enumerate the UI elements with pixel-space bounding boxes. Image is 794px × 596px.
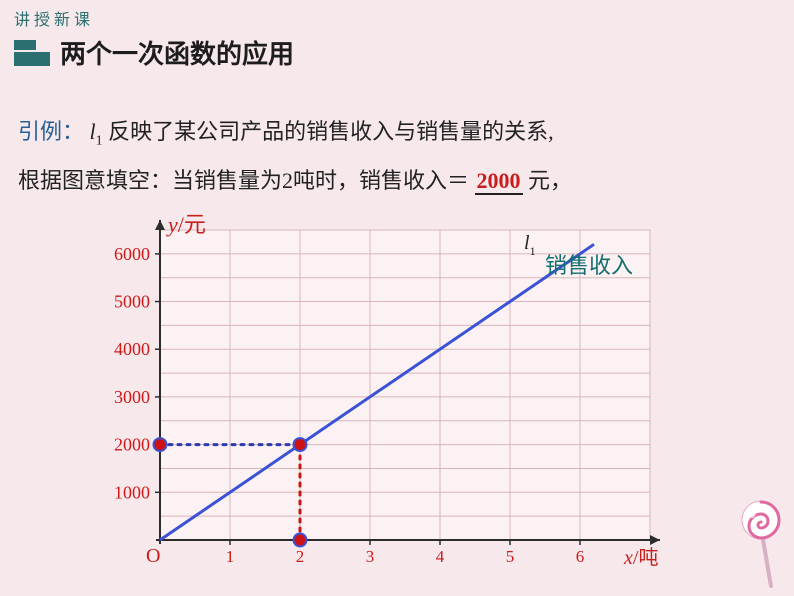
marker-dot	[154, 438, 167, 451]
x-tick-label: 1	[226, 547, 235, 566]
y-tick-label: 5000	[114, 292, 150, 312]
y-axis-label: y/元	[166, 212, 206, 237]
origin-label: O	[146, 545, 160, 567]
x-tick-label: 2	[296, 547, 305, 566]
lead-sent2a: 根据图意填空：当销售量为2吨时，销售收入＝	[18, 168, 469, 193]
lead-paragraph: 引例： l1 反映了某公司产品的销售收入与销售量的关系, 根据图意填空：当销售量…	[18, 112, 784, 201]
x-axis-label: x/吨	[623, 546, 658, 569]
chart-legend: 销售收入	[545, 253, 633, 278]
lead-var-sub: 1	[96, 133, 103, 148]
y-tick-label: 3000	[114, 387, 150, 407]
lead-sent2b: 元，	[528, 168, 572, 193]
title-row: 两个一次函数的应用	[14, 34, 294, 71]
chart: 100020003000400050006000123456Oy/元x/吨l1销…	[90, 210, 690, 580]
lollipop-icon	[736, 498, 786, 588]
x-tick-label: 3	[366, 547, 375, 566]
section-title: 两个一次函数的应用	[60, 34, 294, 71]
marker-dot	[294, 534, 307, 547]
section-icon	[14, 40, 50, 66]
header-label: 讲授新课	[14, 6, 94, 30]
lead-answer: 2000	[475, 168, 523, 195]
x-tick-label: 6	[576, 547, 585, 566]
x-tick-label: 5	[506, 547, 515, 566]
y-tick-label: 1000	[114, 482, 150, 502]
lead-sent1: 反映了某公司产品的销售收入与销售量的关系,	[108, 119, 554, 144]
y-tick-label: 2000	[114, 435, 150, 455]
marker-dot	[294, 438, 307, 451]
y-tick-label: 6000	[114, 244, 150, 264]
x-tick-label: 4	[436, 547, 445, 566]
y-tick-label: 4000	[114, 339, 150, 359]
chart-svg: 100020003000400050006000123456Oy/元x/吨l1销…	[90, 210, 690, 580]
lead-prefix: 引例：	[18, 119, 84, 144]
